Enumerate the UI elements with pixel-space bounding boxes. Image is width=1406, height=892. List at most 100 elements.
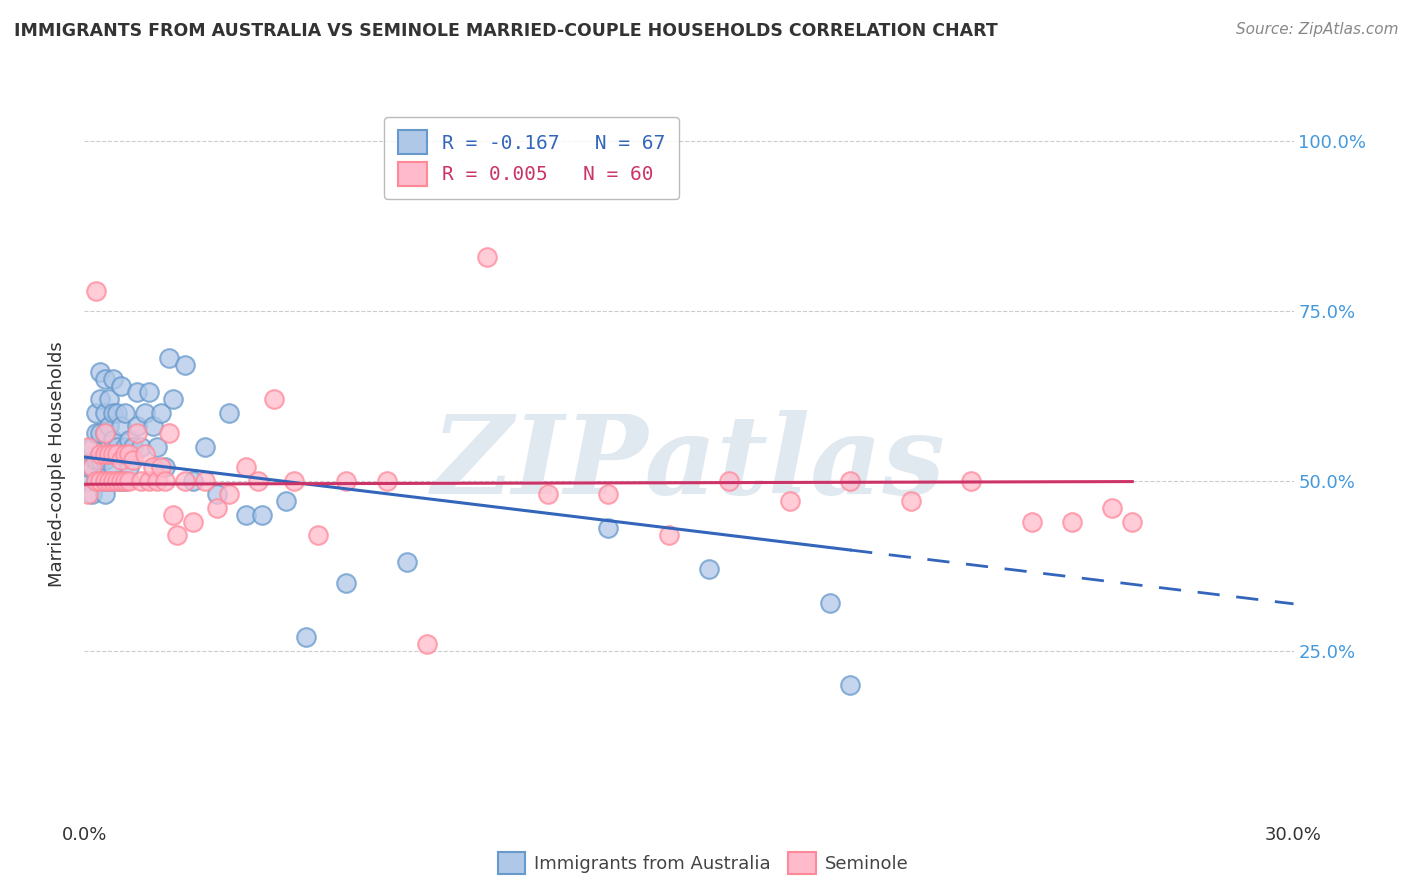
Point bbox=[82, 487, 104, 501]
Point bbox=[105, 474, 128, 488]
Point bbox=[174, 359, 197, 373]
Point bbox=[93, 372, 115, 386]
Point bbox=[121, 440, 143, 454]
Point bbox=[142, 460, 165, 475]
Point bbox=[105, 406, 128, 420]
Point bbox=[295, 630, 318, 644]
Point bbox=[121, 453, 143, 467]
Point bbox=[146, 440, 169, 454]
Point bbox=[658, 528, 681, 542]
Point bbox=[114, 474, 136, 488]
Point bbox=[86, 426, 108, 441]
Legend: R = -0.167   N = 67, R = 0.005   N = 60: R = -0.167 N = 67, R = 0.005 N = 60 bbox=[384, 117, 679, 199]
Point bbox=[86, 453, 108, 467]
Point bbox=[101, 406, 124, 420]
Point bbox=[86, 474, 108, 488]
Point bbox=[138, 385, 160, 400]
Point bbox=[114, 406, 136, 420]
Point bbox=[960, 474, 983, 488]
Text: Source: ZipAtlas.com: Source: ZipAtlas.com bbox=[1236, 22, 1399, 37]
Point bbox=[93, 447, 115, 461]
Point bbox=[125, 419, 148, 434]
Point bbox=[335, 575, 357, 590]
Point bbox=[779, 494, 801, 508]
Point bbox=[89, 474, 111, 488]
Point bbox=[118, 460, 141, 475]
Point bbox=[375, 474, 398, 488]
Point bbox=[118, 474, 141, 488]
Point bbox=[97, 447, 120, 461]
Point bbox=[97, 419, 120, 434]
Point bbox=[138, 474, 160, 488]
Point bbox=[101, 474, 124, 488]
Y-axis label: Married-couple Households: Married-couple Households bbox=[48, 341, 66, 587]
Point bbox=[77, 487, 100, 501]
Point bbox=[82, 460, 104, 475]
Point bbox=[101, 433, 124, 447]
Text: ZIPatlas: ZIPatlas bbox=[432, 410, 946, 517]
Point bbox=[89, 426, 111, 441]
Point bbox=[129, 474, 152, 488]
Point bbox=[235, 460, 257, 475]
Point bbox=[477, 250, 499, 264]
Point bbox=[93, 474, 115, 488]
Point bbox=[157, 351, 180, 366]
Point bbox=[125, 426, 148, 441]
Point bbox=[125, 385, 148, 400]
Point bbox=[93, 426, 115, 441]
Point bbox=[335, 474, 357, 488]
Point bbox=[153, 474, 176, 488]
Point bbox=[77, 474, 100, 488]
Point bbox=[82, 460, 104, 475]
Point bbox=[263, 392, 285, 407]
Point bbox=[307, 528, 329, 542]
Point bbox=[114, 447, 136, 461]
Point bbox=[93, 426, 115, 441]
Point bbox=[194, 474, 217, 488]
Point bbox=[274, 494, 297, 508]
Point bbox=[110, 447, 132, 461]
Point bbox=[207, 501, 229, 516]
Point bbox=[110, 378, 132, 392]
Point bbox=[181, 515, 204, 529]
Point bbox=[101, 460, 124, 475]
Point bbox=[97, 392, 120, 407]
Point bbox=[194, 440, 217, 454]
Point bbox=[118, 447, 141, 461]
Text: IMMIGRANTS FROM AUSTRALIA VS SEMINOLE MARRIED-COUPLE HOUSEHOLDS CORRELATION CHAR: IMMIGRANTS FROM AUSTRALIA VS SEMINOLE MA… bbox=[14, 22, 998, 40]
Point bbox=[157, 426, 180, 441]
Point bbox=[537, 487, 560, 501]
Point bbox=[818, 596, 841, 610]
Legend: Immigrants from Australia, Seminole: Immigrants from Australia, Seminole bbox=[489, 843, 917, 883]
Point bbox=[114, 440, 136, 454]
Point bbox=[86, 474, 108, 488]
Point bbox=[93, 406, 115, 420]
Point bbox=[110, 474, 132, 488]
Point bbox=[235, 508, 257, 522]
Point bbox=[174, 474, 197, 488]
Point bbox=[416, 637, 439, 651]
Point bbox=[1021, 515, 1043, 529]
Point bbox=[1101, 501, 1123, 516]
Point bbox=[162, 508, 184, 522]
Point bbox=[1121, 515, 1143, 529]
Point bbox=[110, 474, 132, 488]
Point bbox=[246, 474, 269, 488]
Point bbox=[218, 487, 240, 501]
Point bbox=[89, 392, 111, 407]
Point bbox=[89, 453, 111, 467]
Point bbox=[97, 474, 120, 488]
Point bbox=[86, 284, 108, 298]
Point bbox=[86, 406, 108, 420]
Point bbox=[105, 474, 128, 488]
Point bbox=[101, 372, 124, 386]
Point bbox=[134, 447, 156, 461]
Point bbox=[250, 508, 273, 522]
Point bbox=[89, 447, 111, 461]
Point bbox=[598, 487, 620, 501]
Point bbox=[839, 678, 862, 692]
Point bbox=[153, 460, 176, 475]
Point bbox=[97, 474, 120, 488]
Point bbox=[93, 487, 115, 501]
Point bbox=[114, 474, 136, 488]
